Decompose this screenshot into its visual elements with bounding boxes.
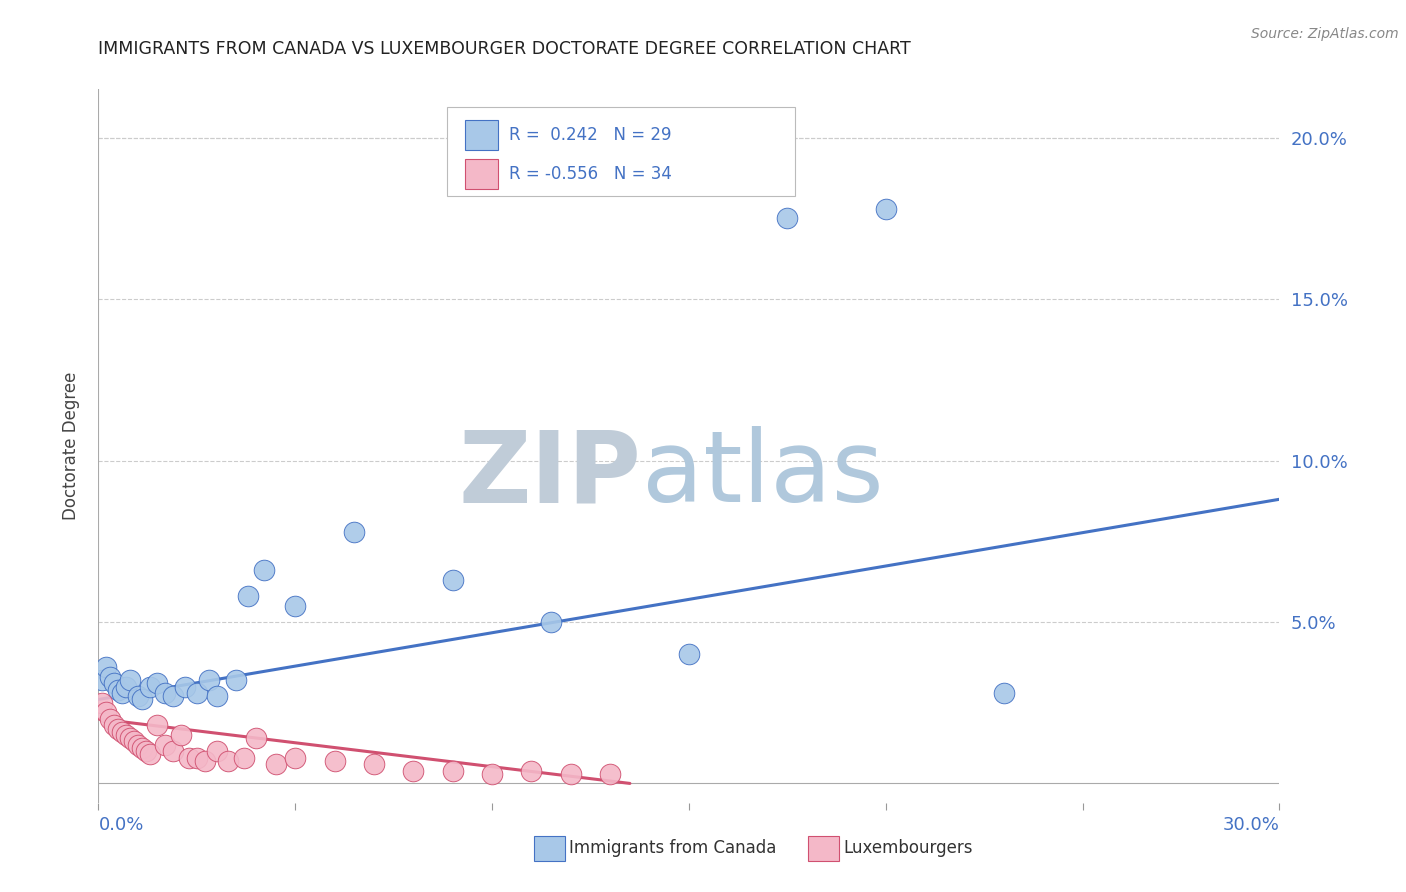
Point [363,757,385,772]
Point [155,738,177,752]
Point [98,712,121,726]
Point [194,754,217,768]
Point [225,673,247,687]
Point [122,734,145,748]
Point [115,728,138,742]
Point [678,647,700,661]
Point [131,740,153,755]
Text: Luxembourgers: Luxembourgers [844,839,973,857]
Text: IMMIGRANTS FROM CANADA VS LUXEMBOURGER DOCTORATE DEGREE CORRELATION CHART: IMMIGRANTS FROM CANADA VS LUXEMBOURGER D… [98,40,911,58]
Point [91,673,114,687]
Point [162,690,184,704]
Point [560,766,582,780]
Point [103,676,125,690]
Point [233,750,256,764]
Text: Source: ZipAtlas.com: Source: ZipAtlas.com [1251,27,1399,41]
Point [197,673,219,687]
Point [103,718,125,732]
Point [131,692,153,706]
Point [205,690,228,704]
Point [107,682,129,697]
Bar [464,120,498,150]
Point [236,589,259,603]
Point [323,754,346,768]
Point [253,563,276,577]
Point [441,573,464,587]
Point [245,731,267,746]
Point [135,744,157,758]
Point [98,670,121,684]
Text: ZIP: ZIP [458,426,641,523]
Point [162,744,184,758]
Point [264,757,287,772]
Point [127,690,149,704]
Point [146,676,169,690]
Point [111,724,134,739]
Point [186,686,208,700]
Text: R =  0.242   N = 29: R = 0.242 N = 29 [509,126,672,144]
Text: R = -0.556   N = 34: R = -0.556 N = 34 [509,165,672,183]
Point [284,599,307,613]
Point [520,764,543,778]
Point [186,750,208,764]
Point [540,615,562,629]
Point [118,673,141,687]
FancyBboxPatch shape [447,107,796,196]
Point [127,738,149,752]
Point [481,766,503,780]
Point [875,202,897,216]
Point [146,718,169,732]
Point [107,722,129,736]
Point [138,680,160,694]
Text: 30.0%: 30.0% [1223,816,1279,834]
Point [96,706,118,720]
Point [402,764,425,778]
Point [441,764,464,778]
Point [96,660,118,674]
Text: atlas: atlas [641,426,883,523]
Bar [464,159,498,189]
Point [115,680,138,694]
Point [138,747,160,762]
Point [170,728,193,742]
Point [284,750,307,764]
Point [111,686,134,700]
Point [174,680,197,694]
Text: Immigrants from Canada: Immigrants from Canada [569,839,776,857]
Point [177,750,200,764]
Point [776,211,799,226]
Point [155,686,177,700]
Y-axis label: Doctorate Degree: Doctorate Degree [62,372,80,520]
Point [599,766,621,780]
Point [205,744,228,758]
Text: 0.0%: 0.0% [98,816,143,834]
Point [993,686,1015,700]
Point [118,731,141,746]
Point [91,696,114,710]
Point [343,524,366,539]
Point [217,754,239,768]
